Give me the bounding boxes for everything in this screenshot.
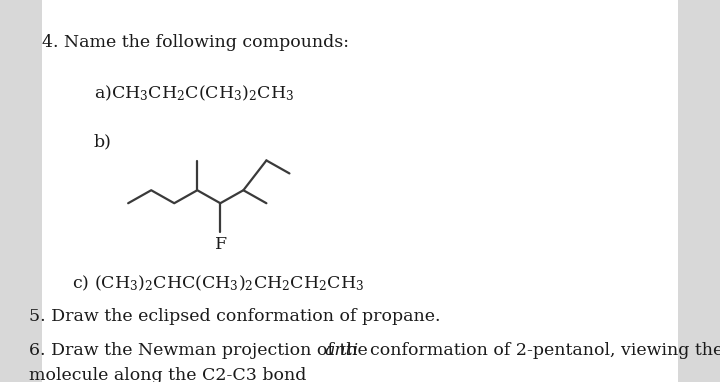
Text: 6. Draw the Newman projection of the: 6. Draw the Newman projection of the <box>29 342 373 359</box>
Text: conformation of 2-pentanol, viewing the: conformation of 2-pentanol, viewing the <box>359 342 720 359</box>
Text: 4. Name the following compounds:: 4. Name the following compounds: <box>42 34 348 52</box>
Text: b): b) <box>94 134 112 151</box>
Text: c) $\mathregular{(CH_3)_2CHC(CH_3)_2CH_2CH_2CH_3}$: c) $\mathregular{(CH_3)_2CHC(CH_3)_2CH_2… <box>72 273 364 293</box>
Text: 5. Draw the eclipsed conformation of propane.: 5. Draw the eclipsed conformation of pro… <box>29 308 441 325</box>
Text: anti: anti <box>325 342 359 359</box>
Text: F: F <box>215 236 228 253</box>
Text: a)$\mathregular{CH_3CH_2C(CH_3)_2CH_3}$: a)$\mathregular{CH_3CH_2C(CH_3)_2CH_3}$ <box>94 84 294 104</box>
Text: molecule along the C2-C3 bond: molecule along the C2-C3 bond <box>29 367 306 382</box>
